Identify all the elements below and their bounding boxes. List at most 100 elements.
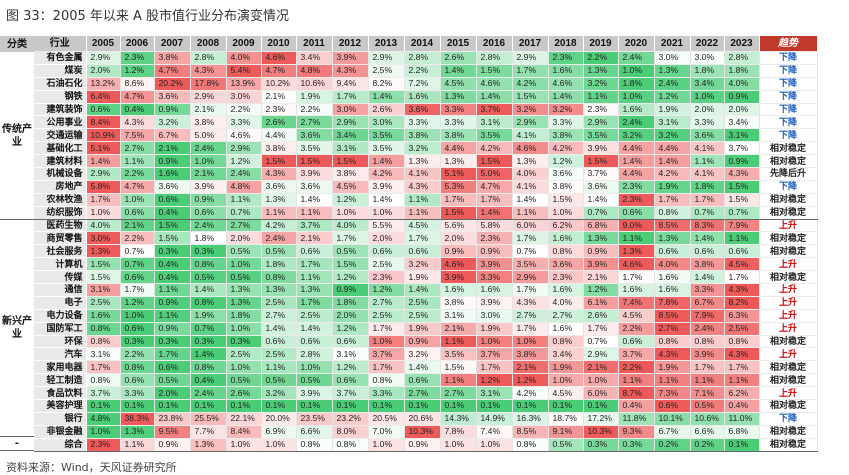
value-cell: 1.8% bbox=[261, 257, 297, 272]
value-cell: 1.6% bbox=[440, 283, 477, 297]
table-row: 环保 0.8% 0.3% 0.3% 0.3% 0.3% 0.6% 0.6% 0.6% 1.0% 0.… bbox=[34, 335, 818, 349]
value-cell: 0.3% bbox=[583, 438, 619, 452]
value-cell: 2.5% bbox=[724, 322, 760, 336]
value-cell: 1.6% bbox=[548, 64, 584, 78]
value-cell: 4.1% bbox=[690, 141, 725, 156]
value-cell: 10.3% bbox=[404, 425, 441, 439]
table-row: 美容护理 0.1% 0.1% 0.1% 0.1% 0.1% 0.1% 0.1% 0.1% 0.1%… bbox=[34, 399, 818, 413]
value-cell: 1.4% bbox=[690, 270, 725, 285]
value-cell: 2.9% bbox=[583, 115, 619, 130]
value-cell: 6.7% bbox=[154, 128, 191, 143]
value-cell: 0.8% bbox=[190, 257, 227, 272]
value-cell: 3.1% bbox=[86, 283, 121, 297]
value-cell: 3.2% bbox=[261, 386, 297, 401]
value-cell: 2.1% bbox=[583, 270, 619, 285]
value-cell: 9.0% bbox=[618, 219, 655, 233]
value-cell: 1.7% bbox=[440, 193, 477, 207]
table-row: 有色金属 2.9% 2.3% 3.8% 2.8% 4.0% 4.6% 3.4% 3.9% 2.9%… bbox=[34, 51, 818, 65]
value-cell: 0.8% bbox=[512, 438, 549, 452]
value-cell: 2.3% bbox=[120, 51, 155, 65]
value-cell: 0.6% bbox=[120, 206, 155, 220]
value-cell: 1.7% bbox=[618, 270, 655, 285]
value-cell: 0.1% bbox=[724, 438, 760, 452]
value-cell: 2.7% bbox=[261, 309, 297, 323]
value-cell: 0.9% bbox=[332, 283, 369, 297]
value-cell: 1.1% bbox=[154, 283, 191, 297]
value-cell: 7.5% bbox=[120, 128, 155, 143]
value-cell: 2.5% bbox=[368, 64, 405, 78]
trend-cell: 相对稳定 bbox=[758, 141, 818, 156]
trend-cell: 上升 bbox=[758, 296, 818, 310]
value-cell: 4.8% bbox=[86, 412, 121, 426]
value-cell: 1.8% bbox=[690, 64, 725, 78]
value-cell: 1.0% bbox=[120, 309, 155, 323]
trend-cell: 下降 bbox=[758, 103, 818, 117]
value-cell: 2.9% bbox=[512, 270, 549, 285]
value-cell: 0.7% bbox=[690, 206, 725, 220]
value-cell: 2.5% bbox=[261, 347, 297, 362]
value-cell: 2.2% bbox=[120, 347, 155, 362]
value-cell: 1.5% bbox=[476, 64, 513, 78]
value-cell: 0.3% bbox=[154, 335, 191, 349]
industry-name: 汽车 bbox=[34, 347, 87, 362]
value-cell: 1.2% bbox=[226, 154, 262, 169]
value-cell: 20.5% bbox=[368, 412, 405, 426]
value-cell: 3.0% bbox=[690, 51, 725, 65]
trend-cell: 下降 bbox=[758, 180, 818, 194]
value-cell: 7.4% bbox=[476, 425, 513, 439]
trend-cell: 下降 bbox=[758, 128, 818, 143]
value-cell: 4.6% bbox=[618, 257, 655, 272]
value-cell: 1.2% bbox=[368, 283, 405, 297]
value-cell: 3.4% bbox=[690, 77, 725, 91]
value-cell: 0.6% bbox=[724, 244, 760, 259]
value-cell: 1.3% bbox=[226, 283, 262, 297]
value-cell: 1.0% bbox=[476, 335, 513, 349]
value-cell: 4.1% bbox=[690, 167, 725, 181]
value-cell: 2.9% bbox=[226, 141, 262, 156]
value-cell: 3.5% bbox=[368, 141, 405, 156]
value-cell: 0.8% bbox=[548, 335, 584, 349]
value-cell: 2.6% bbox=[261, 115, 297, 130]
value-cell: 0.1% bbox=[190, 399, 227, 413]
value-cell: 0.3% bbox=[190, 244, 227, 259]
trend-cell: 先降后升 bbox=[758, 167, 818, 181]
value-cell: 1.4% bbox=[548, 90, 584, 104]
value-cell: 1.1% bbox=[404, 206, 441, 220]
value-cell: 5.5% bbox=[368, 219, 405, 233]
value-cell: 1.6% bbox=[548, 322, 584, 336]
value-cell: 0.1% bbox=[226, 399, 262, 413]
table-row: 汽车 3.1% 2.2% 1.7% 1.4% 2.5% 2.5% 2.8% 3.1% 3.7% 3.… bbox=[34, 347, 818, 362]
value-cell: 1.4% bbox=[404, 283, 441, 297]
value-cell: 1.2% bbox=[120, 296, 155, 310]
trend-cell: 相对稳定 bbox=[758, 231, 818, 246]
value-cell: 1.1% bbox=[261, 206, 297, 220]
value-cell: 3.9% bbox=[690, 347, 725, 362]
value-cell: 17.2% bbox=[583, 412, 619, 426]
industry-name: 传媒 bbox=[34, 270, 87, 285]
table-row: 电子 2.5% 1.2% 0.9% 0.8% 1.3% 2.5% 1.7% 1.8% 2.7% 2.… bbox=[34, 296, 818, 310]
value-cell: 1.3% bbox=[190, 438, 227, 452]
value-cell: 1.4% bbox=[618, 154, 655, 169]
value-cell: 1.0% bbox=[332, 206, 369, 220]
value-cell: 0.5% bbox=[690, 399, 725, 413]
industry-name: 计算机 bbox=[34, 257, 87, 272]
value-cell: 2.0% bbox=[724, 103, 760, 117]
value-cell: 0.8% bbox=[690, 335, 725, 349]
value-cell: 2.0% bbox=[368, 231, 405, 246]
value-cell: 4.4% bbox=[261, 128, 297, 143]
value-cell: 7.9% bbox=[690, 309, 725, 323]
value-cell: 3.6% bbox=[296, 180, 333, 194]
industry-name: 非银金融 bbox=[34, 425, 87, 439]
value-cell: 0.8% bbox=[654, 206, 691, 220]
year-header: 2014 bbox=[404, 36, 441, 52]
table-row: 医药生物 4.0% 2.1% 1.5% 2.4% 2.7% 4.2% 3.7% 4.0% 5.5%… bbox=[34, 219, 818, 233]
value-cell: 0.4% bbox=[154, 257, 191, 272]
value-cell: 1.0% bbox=[261, 438, 297, 452]
value-cell: 2.9% bbox=[368, 51, 405, 65]
value-cell: 2.7% bbox=[226, 219, 262, 233]
value-cell: 1.0% bbox=[548, 373, 584, 388]
value-cell: 3.3% bbox=[404, 115, 441, 130]
value-cell: 1.4% bbox=[190, 347, 227, 362]
value-cell: 3.6% bbox=[548, 167, 584, 181]
value-cell: 4.6% bbox=[512, 141, 549, 156]
